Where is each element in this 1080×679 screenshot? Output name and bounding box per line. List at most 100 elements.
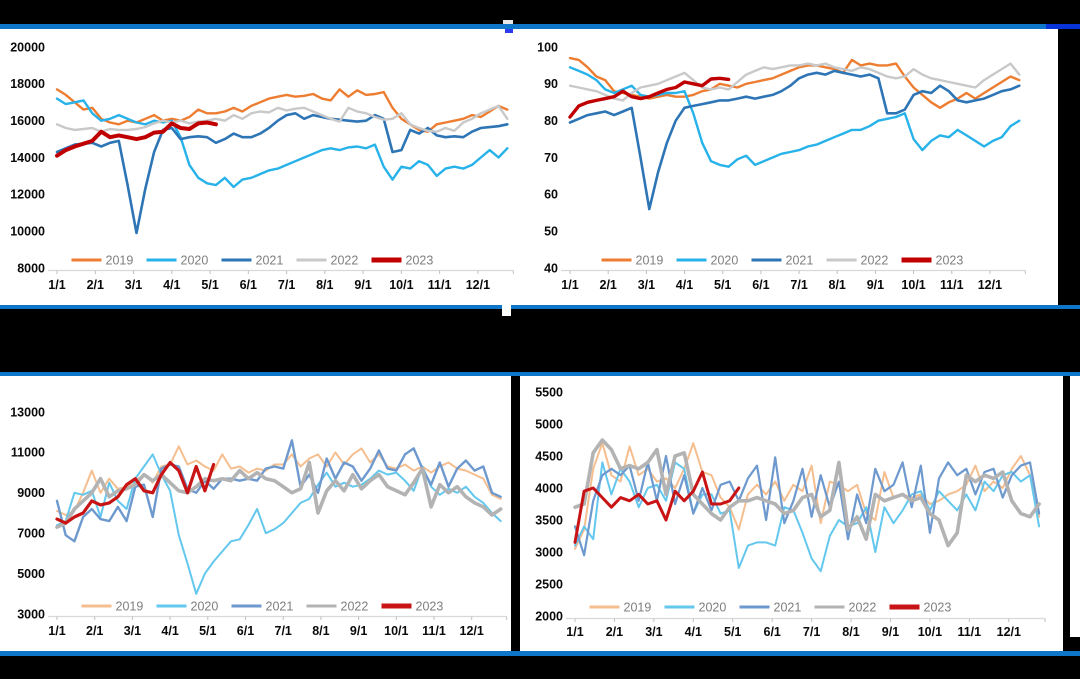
legend-label-2023: 2023: [416, 599, 444, 613]
x-tick-label: 5/1: [201, 278, 218, 292]
y-tick-label: 12000: [10, 188, 45, 202]
series-line-2019: [55, 88, 509, 133]
y-tick-label: 5500: [535, 385, 563, 399]
x-tick-label: 3/1: [125, 278, 142, 292]
x-tick-label: 11/1: [422, 624, 446, 638]
series-line-2020: [55, 97, 509, 189]
x-tick-label: 8/1: [842, 625, 859, 639]
y-tick-label: 70: [544, 151, 558, 165]
chart-canvas-bottom-right: 2000 2500 3000 3500 4000 4500 5000 5500 1/1 2/1 3/…: [535, 385, 1046, 639]
x-tick-label: 5/1: [199, 624, 216, 638]
x-tick-label: 9/1: [882, 625, 899, 639]
x-tick-label: 10/1: [389, 278, 413, 292]
legend-label-2022: 2022: [861, 253, 889, 267]
x-tick-label: 4/1: [676, 278, 693, 292]
x-tick-label: 11/1: [957, 625, 981, 639]
y-tick-label: 90: [544, 77, 558, 91]
y-tick-label: 20000: [10, 40, 45, 54]
y-tick-label: 5000: [17, 567, 45, 581]
series-line-2022: [55, 104, 509, 133]
y-tick-label: 50: [544, 225, 558, 239]
series-line-2023: [573, 470, 741, 544]
chart-canvas-bottom-left: 3000 5000 7000 9000 11000 13000 1/1 2/1 3/1 4/1 5/…: [10, 405, 508, 638]
series-line-2022: [568, 62, 1021, 102]
x-tick-label: 6/1: [752, 278, 769, 292]
y-tick-label: 11000: [11, 446, 45, 460]
y-tick-label: 13000: [10, 405, 45, 419]
top-junction-blue-tick: [505, 29, 513, 33]
y-tick-label: 9000: [17, 486, 45, 500]
legend-label-2021: 2021: [256, 253, 284, 267]
x-tick-label: 12/1: [466, 278, 490, 292]
series-line-2023: [55, 120, 218, 158]
x-tick-label: 12/1: [997, 625, 1021, 639]
legend-label-2023: 2023: [936, 253, 964, 267]
y-tick-label: 2500: [535, 577, 563, 591]
x-tick-label: 4/1: [161, 624, 178, 638]
x-tick-label: 4/1: [685, 625, 702, 639]
x-tick-label: 4/1: [163, 278, 180, 292]
x-tick-label: 7/1: [275, 624, 292, 638]
x-tick-label: 7/1: [790, 278, 807, 292]
top-junction-notch: [503, 20, 513, 24]
y-tick-label: 60: [544, 188, 558, 202]
y-tick-label: 3000: [535, 545, 563, 559]
x-tick-label: 7/1: [803, 625, 820, 639]
series-line-2022: [55, 460, 503, 529]
y-tick-label: 4500: [535, 449, 563, 463]
legend-label-2022: 2022: [341, 599, 369, 613]
y-tick-label: 10000: [10, 225, 45, 239]
x-tick-label: 11/1: [940, 278, 964, 292]
y-tick-label: 4000: [535, 481, 563, 495]
y-tick-label: 8000: [17, 261, 45, 275]
legend-label-2019: 2019: [624, 600, 652, 614]
x-tick-label: 11/1: [428, 278, 452, 292]
x-tick-label: 3/1: [645, 625, 662, 639]
x-tick-label: 8/1: [829, 278, 846, 292]
x-tick-label: 5/1: [714, 278, 731, 292]
y-tick-label: 80: [544, 114, 558, 128]
legend-label-2023: 2023: [924, 600, 952, 614]
x-tick-label: 1/1: [561, 278, 578, 292]
x-tick-label: 1/1: [48, 624, 65, 638]
y-tick-label: 3000: [17, 607, 45, 621]
x-tick-label: 9/1: [354, 278, 371, 292]
chart-canvas-top-right: 40 50 60 70 80 90 100 1/1 2/1 3/1 4/1 5/1 6/1 7/1 8/1 9…: [537, 40, 1026, 292]
series-line-2023: [568, 76, 731, 119]
y-tick-label: 16000: [10, 114, 45, 128]
legend-label-2019: 2019: [106, 253, 134, 267]
legend-label-2023: 2023: [406, 253, 434, 267]
y-tick-label: 2000: [535, 609, 563, 623]
legend-label-2019: 2019: [116, 599, 144, 613]
legend-label-2020: 2020: [699, 600, 727, 614]
x-tick-label: 10/1: [384, 624, 408, 638]
chart-top-left: 8000 10000 12000 14000 16000 18000 20000 1/1 2/1…: [0, 29, 515, 305]
x-tick-label: 9/1: [350, 624, 367, 638]
x-tick-label: 7/1: [278, 278, 295, 292]
x-tick-label: 6/1: [240, 278, 257, 292]
chart-bottom-left: 3000 5000 7000 9000 11000 13000 1/1 2/1 3/1 4/1 5/…: [0, 376, 511, 651]
y-tick-label: 100: [537, 40, 558, 54]
x-tick-label: 2/1: [86, 624, 103, 638]
series-line-2019: [56, 445, 502, 516]
x-tick-label: 5/1: [724, 625, 741, 639]
x-tick-label: 2/1: [606, 625, 623, 639]
bottom-divider-bar: [0, 651, 1080, 656]
x-tick-label: 6/1: [237, 624, 254, 638]
x-tick-label: 1/1: [566, 625, 583, 639]
y-tick-label: 40: [544, 261, 558, 275]
x-tick-label: 10/1: [901, 278, 925, 292]
y-tick-label: 18000: [10, 77, 45, 91]
upper-middle-divider-bar: [0, 305, 1080, 309]
top-divider-bar: [0, 24, 1080, 29]
legend-label-2022: 2022: [849, 600, 877, 614]
y-tick-label: 7000: [17, 527, 45, 541]
x-tick-label: 10/1: [918, 625, 942, 639]
legend-label-2021: 2021: [266, 599, 294, 613]
x-tick-label: 12/1: [978, 278, 1002, 292]
x-tick-label: 3/1: [124, 624, 141, 638]
series-line-2021: [55, 439, 502, 543]
x-tick-label: 2/1: [87, 278, 104, 292]
top-divider-bar-bright-segment: [1046, 24, 1080, 29]
